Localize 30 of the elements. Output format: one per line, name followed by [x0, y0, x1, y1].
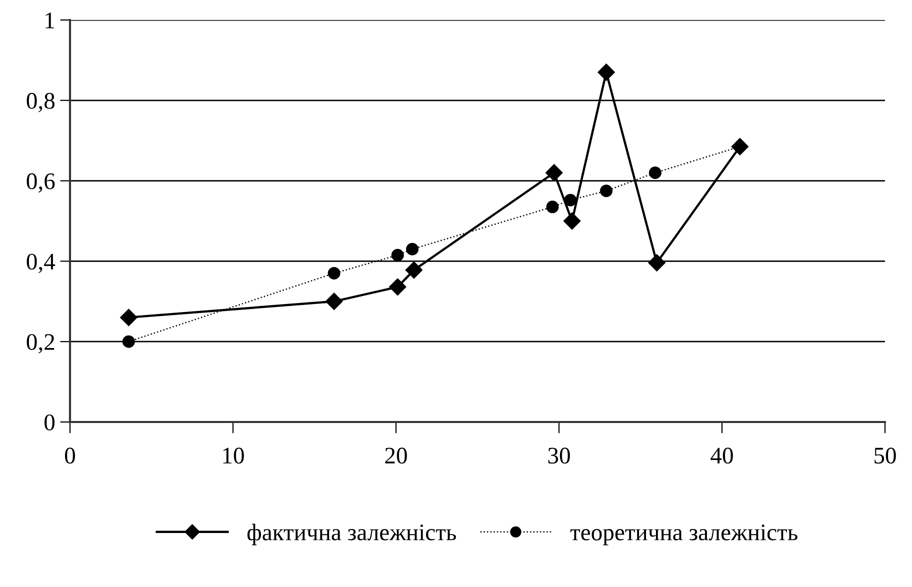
x-tick-label: 40: [710, 448, 733, 464]
point: [122, 335, 135, 348]
x-tick-label: 20: [385, 448, 407, 464]
point: [546, 164, 563, 182]
point: [405, 261, 422, 279]
point: [406, 242, 419, 256]
x-tick-label: 30: [548, 448, 570, 464]
x-tick-label: 0: [64, 448, 76, 464]
y-tick-label: 0: [44, 414, 55, 430]
y-tick-label: 0,6: [26, 173, 55, 193]
point: [564, 194, 577, 206]
point: [563, 212, 581, 230]
point: [391, 248, 404, 262]
point: [326, 292, 343, 310]
point: [546, 200, 559, 214]
point: [600, 184, 613, 198]
x-tick-label: 50: [874, 448, 896, 464]
y-tick-label: 1: [46, 12, 54, 28]
y-tick-label: 0,8: [26, 92, 55, 112]
point: [389, 278, 406, 296]
y-tick-label: 0,4: [26, 254, 56, 274]
point: [598, 64, 615, 81]
legend-label: фактична залежність: [247, 524, 456, 546]
point: [648, 166, 662, 180]
y-tick-label: 0,2: [26, 334, 54, 354]
point: [120, 308, 138, 326]
point: [328, 267, 340, 280]
x-tick-label: 10: [223, 448, 244, 464]
legend-label: теоретична залежність: [570, 524, 798, 546]
point: [648, 254, 666, 272]
